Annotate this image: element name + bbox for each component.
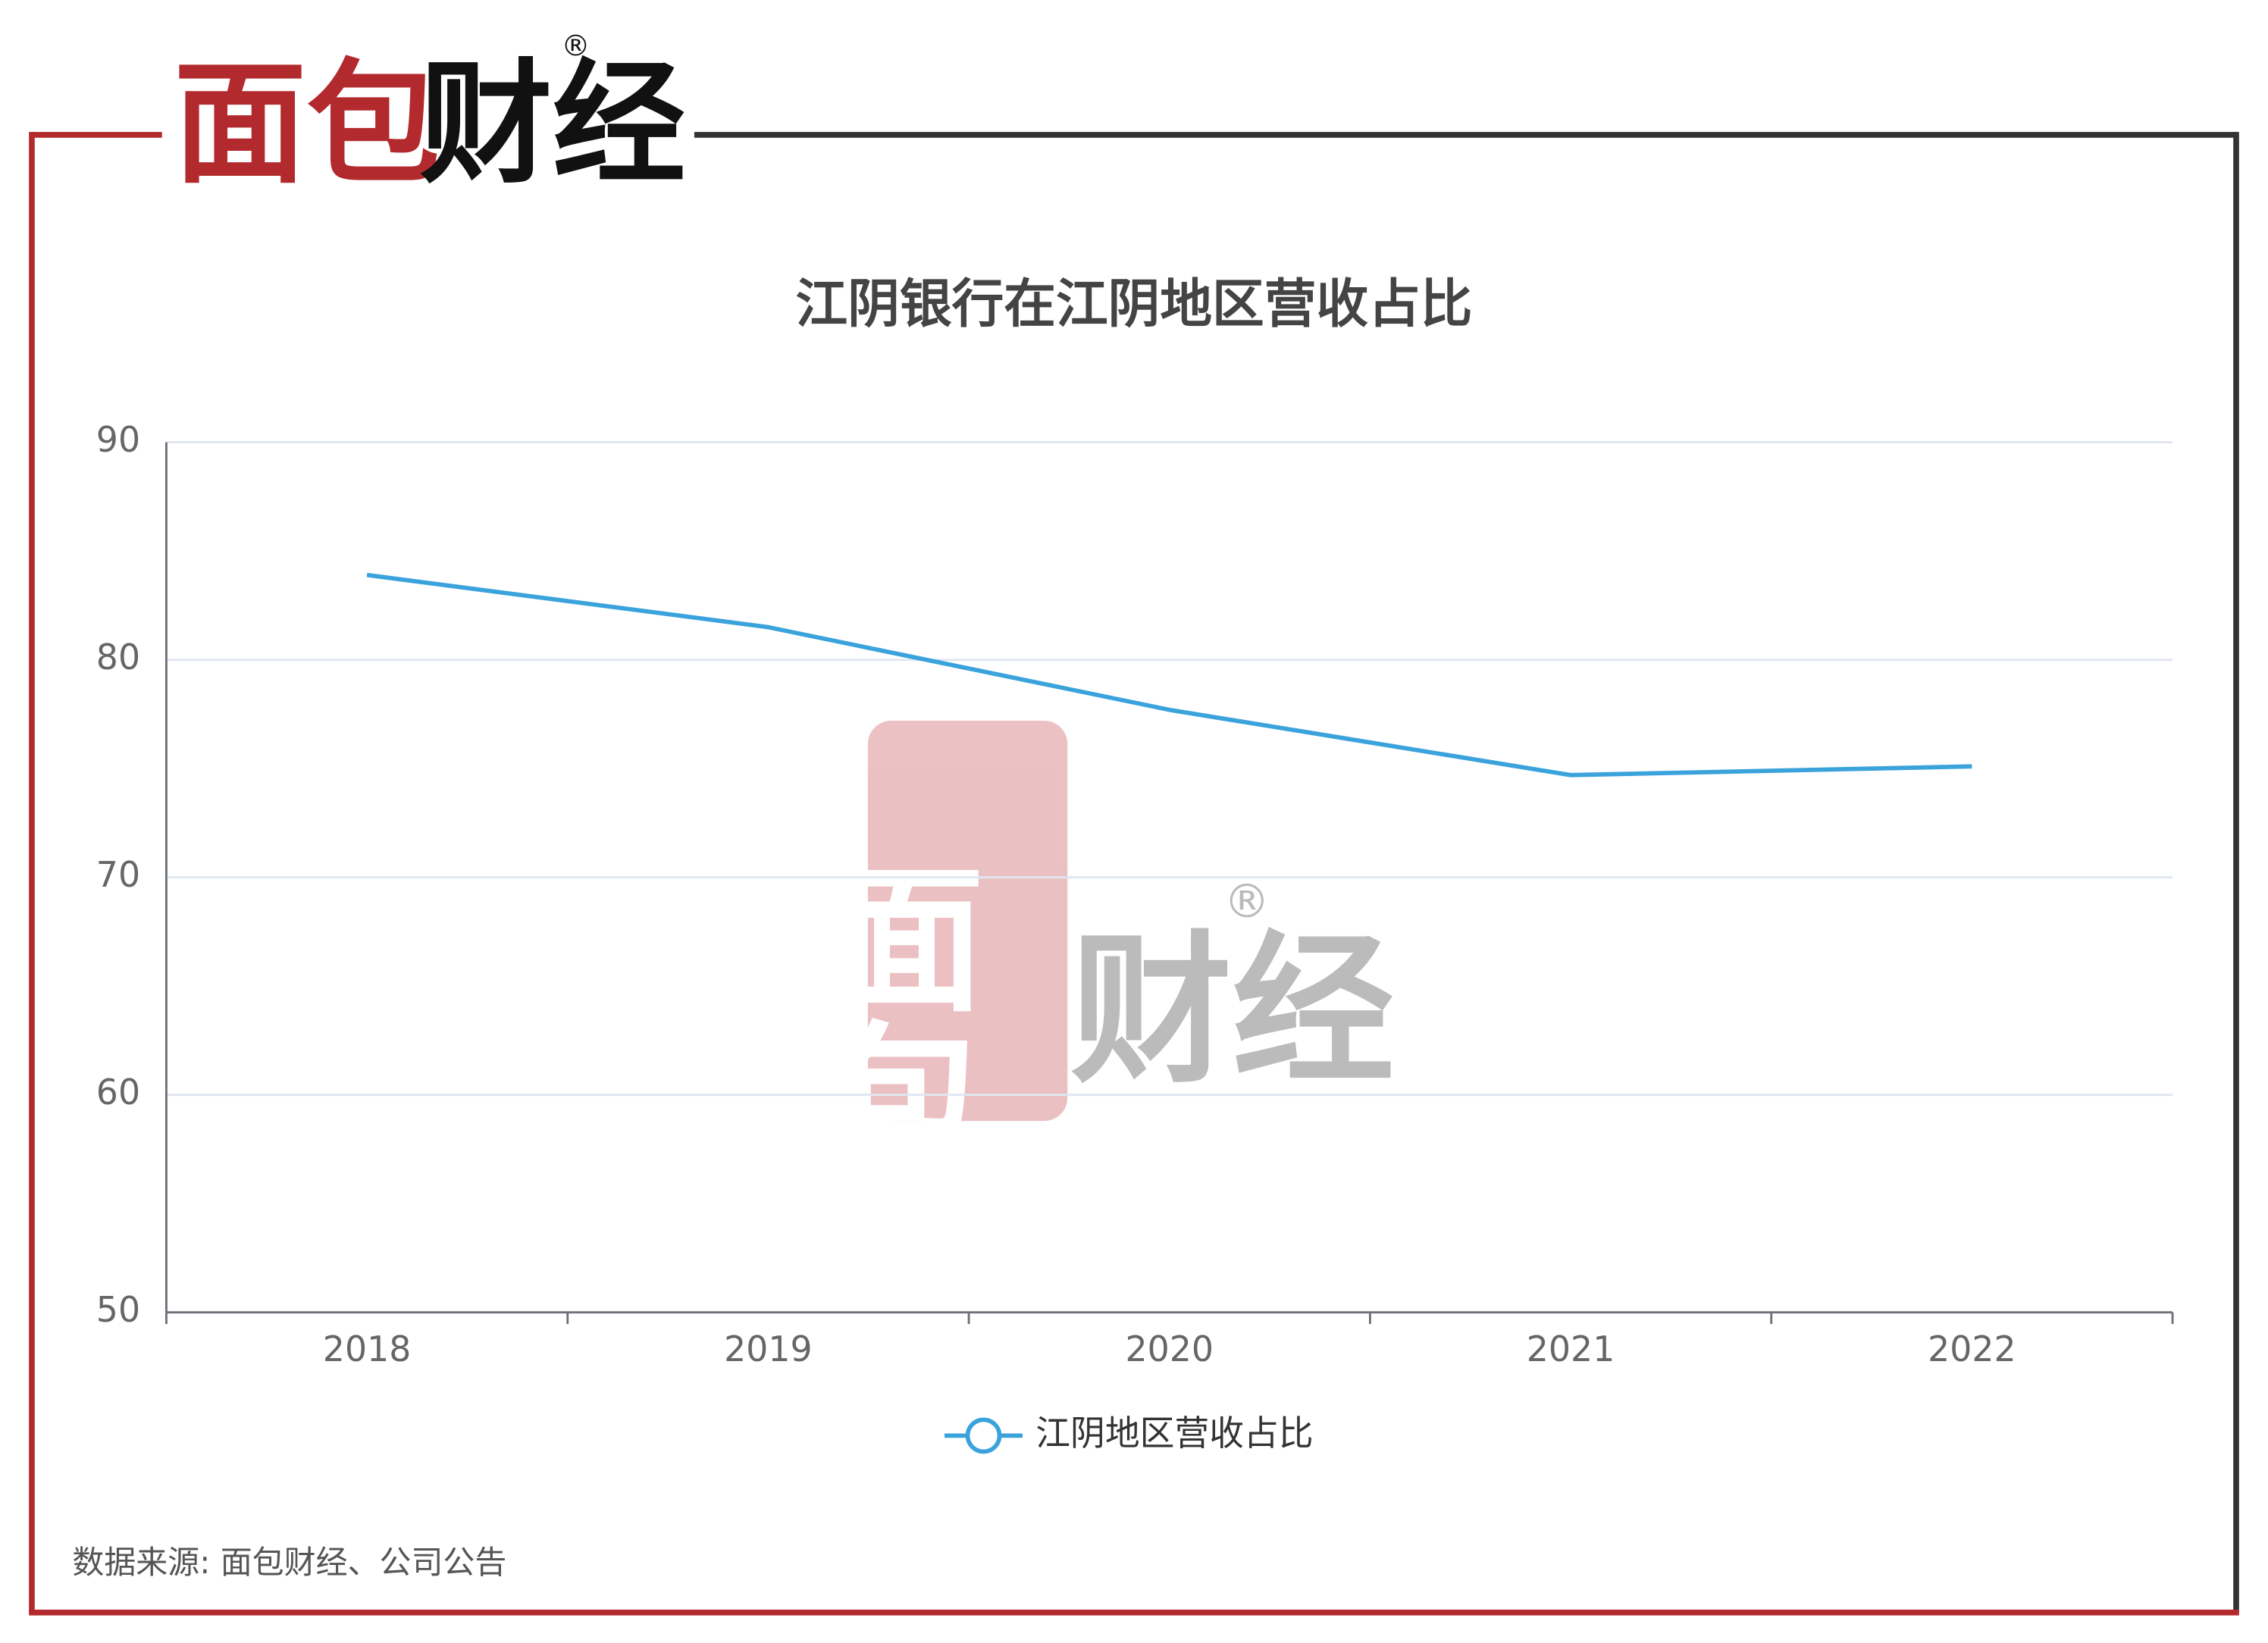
- x-tick-label: 2021: [1527, 1328, 1615, 1369]
- y-tick-label: 60: [96, 1072, 140, 1113]
- y-tick-label: 80: [96, 637, 140, 678]
- watermark-red: 面包: [798, 856, 984, 1175]
- x-tick-label: 2022: [1928, 1328, 2016, 1369]
- y-tick-label: 50: [96, 1289, 140, 1330]
- watermark-mark: ®: [1223, 875, 1270, 929]
- watermark-block: [867, 721, 1068, 1122]
- x-tick-label: 2018: [323, 1328, 412, 1369]
- source: 数据来源: 面包财经、公司公告: [72, 1544, 506, 1581]
- x-tick-label: 2020: [1125, 1328, 1214, 1369]
- legend-label: 江阴地区营收占比: [1035, 1413, 1313, 1454]
- logo-mark: ®: [561, 30, 590, 64]
- series-line: [366, 572, 1972, 778]
- watermark: 面包 财经 ®: [798, 721, 1394, 1175]
- x-tick-label: 2019: [724, 1328, 813, 1369]
- chart-title: 江阴银行在江阴地区营收占比: [796, 274, 1473, 335]
- watermark-black: 财经: [1070, 916, 1394, 1105]
- logo-red: 面包: [174, 47, 440, 202]
- logo-black: 财经: [419, 47, 685, 202]
- y-tick-label: 90: [96, 419, 140, 460]
- y-tick-label: 70: [96, 854, 140, 895]
- legend-marker: [965, 1417, 1002, 1454]
